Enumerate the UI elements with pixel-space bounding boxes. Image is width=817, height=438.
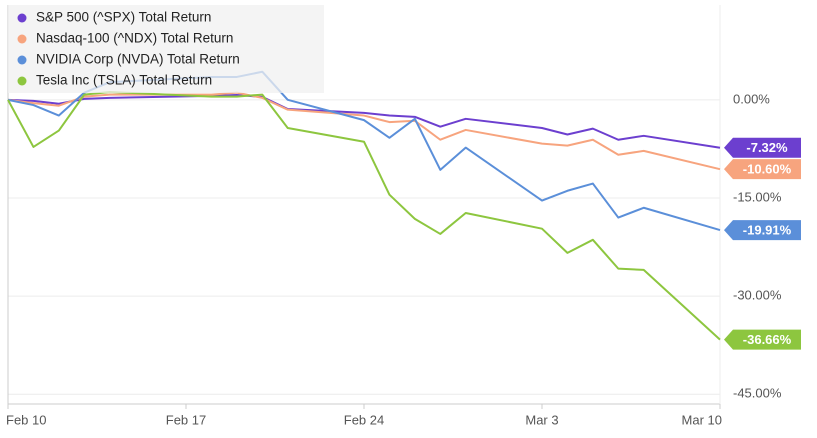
x-tick-label: Feb 10: [6, 412, 46, 427]
x-tick-label: Feb 24: [344, 412, 384, 427]
end-label: -36.66%: [743, 332, 792, 347]
legend-label: NVIDIA Corp (NVDA) Total Return: [36, 52, 240, 67]
end-flag: [724, 159, 801, 180]
series-line: [7, 93, 721, 149]
x-tick-label: Mar 10: [682, 412, 722, 427]
legend-marker: [17, 13, 27, 23]
x-tick-label: Mar 3: [525, 412, 558, 427]
y-tick-label: -45.00%: [733, 386, 782, 401]
series-line: [7, 91, 721, 171]
legend-label: Nasdaq-100 (^NDX) Total Return: [36, 31, 233, 46]
y-tick-label: -30.00%: [733, 288, 782, 303]
legend-marker: [17, 34, 27, 44]
legend-label: S&P 500 (^SPX) Total Return: [36, 10, 211, 25]
y-tick-label: -15.00%: [733, 189, 782, 204]
end-label: -19.91%: [743, 223, 792, 238]
end-flag: [724, 329, 801, 350]
legend-bg: [8, 5, 324, 93]
x-tick-label: Feb 17: [166, 412, 206, 427]
end-label: -10.60%: [743, 162, 792, 177]
y-tick-label: 0.00%: [733, 91, 770, 106]
end-flag: [724, 220, 801, 241]
legend-marker: [17, 55, 27, 65]
series-line: [7, 90, 721, 341]
end-label: -7.32%: [746, 140, 788, 155]
legend: S&P 500 (^SPX) Total Return Nasdaq-100 (^…: [8, 5, 324, 93]
end-flag: [724, 137, 801, 158]
legend-marker: [17, 76, 27, 86]
legend-label: Tesla Inc (TSLA) Total Return: [36, 73, 212, 88]
